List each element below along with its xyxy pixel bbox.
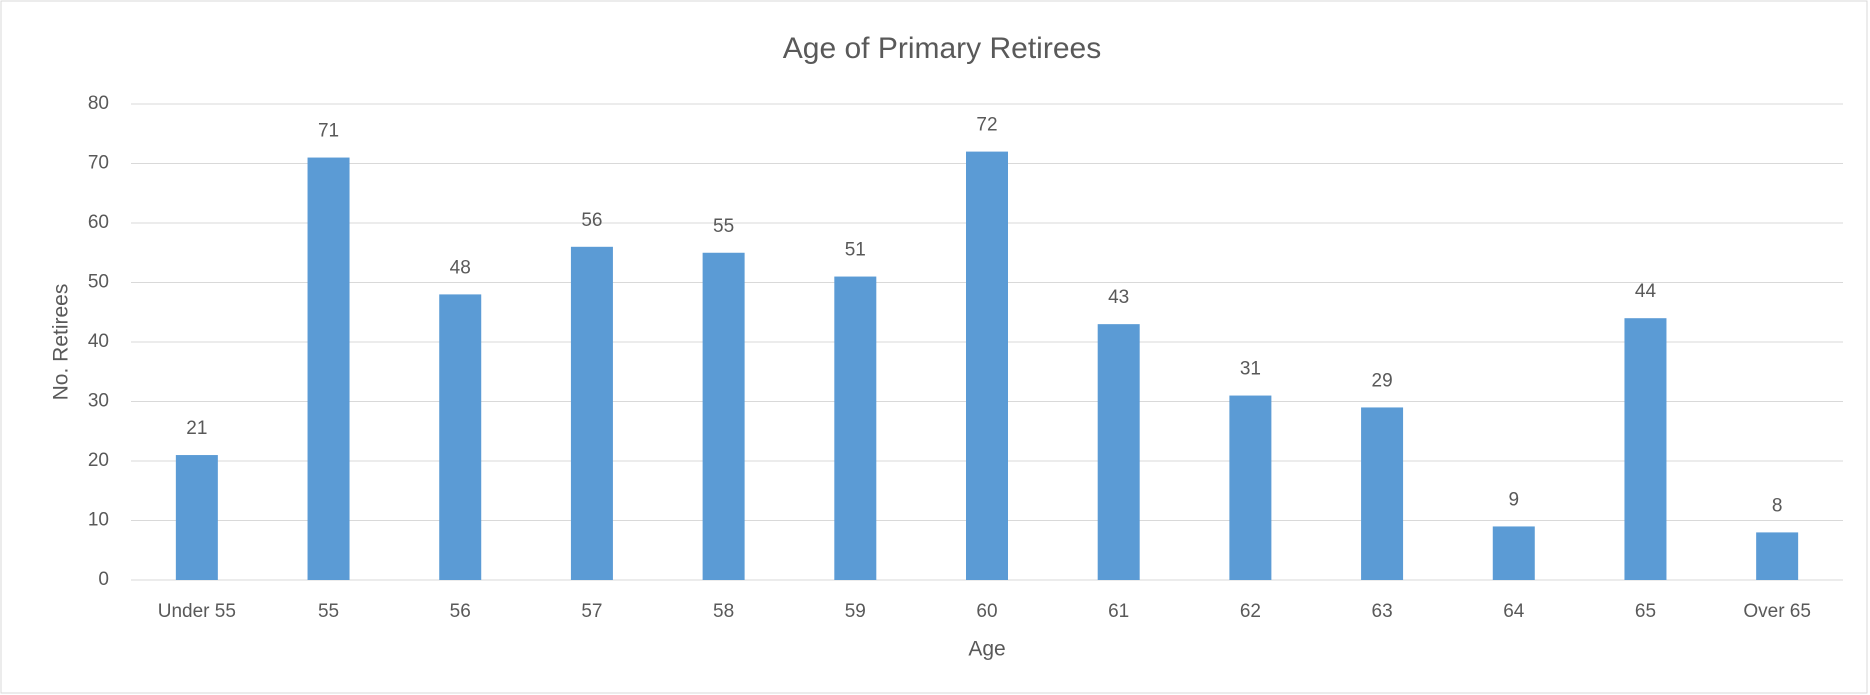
bar <box>570 246 613 581</box>
x-tick-label: 57 <box>581 601 602 622</box>
bar <box>1624 318 1667 580</box>
y-tick-label: 0 <box>98 569 109 590</box>
data-label: 31 <box>1240 359 1261 380</box>
y-tick-label: 50 <box>88 272 109 293</box>
bar <box>307 157 350 581</box>
chart-title: Age of Primary Retirees <box>783 32 1101 65</box>
bar <box>834 276 877 580</box>
bar <box>1097 324 1140 580</box>
x-tick-label: 60 <box>976 601 997 622</box>
data-label: 8 <box>1772 495 1783 516</box>
data-label: 44 <box>1635 281 1657 302</box>
data-label: 71 <box>318 121 339 142</box>
y-tick-label: 10 <box>88 510 109 531</box>
data-label: 56 <box>581 210 602 231</box>
data-label: 72 <box>976 115 997 136</box>
y-axis-title: No. Retirees <box>50 284 73 401</box>
x-tick-label: Under 55 <box>158 601 236 622</box>
x-tick-label: 58 <box>713 601 734 622</box>
bar <box>966 151 1008 580</box>
data-label: 48 <box>450 257 471 278</box>
y-tick-label: 30 <box>88 391 109 412</box>
x-tick-label: 55 <box>318 601 339 622</box>
data-label: 55 <box>713 216 734 237</box>
data-label: 43 <box>1108 287 1129 308</box>
data-label: 9 <box>1508 489 1519 510</box>
x-tick-label: 64 <box>1503 601 1525 622</box>
x-tick-label: 62 <box>1240 601 1261 622</box>
y-tick-label: 70 <box>88 153 109 174</box>
x-tick-label: Over 65 <box>1743 601 1811 622</box>
x-tick-label: 63 <box>1372 601 1393 622</box>
bar <box>702 252 745 580</box>
bar <box>1229 395 1272 580</box>
x-tick-label: 56 <box>450 601 471 622</box>
x-tick-label: 59 <box>845 601 866 622</box>
x-tick-label: 61 <box>1108 601 1129 622</box>
y-tick-label: 40 <box>88 331 109 352</box>
x-axis-title: Age <box>968 638 1005 661</box>
bar <box>1756 532 1799 580</box>
data-label: 29 <box>1372 370 1393 391</box>
bar <box>439 294 482 580</box>
bar <box>1492 526 1535 580</box>
x-tick-label: 65 <box>1635 601 1656 622</box>
bar <box>1361 407 1404 580</box>
y-tick-label: 80 <box>88 93 109 114</box>
data-label: 51 <box>845 240 866 261</box>
data-label: 21 <box>186 418 207 439</box>
y-tick-label: 20 <box>88 450 109 471</box>
y-tick-label: 60 <box>88 212 109 233</box>
bar <box>175 455 218 580</box>
